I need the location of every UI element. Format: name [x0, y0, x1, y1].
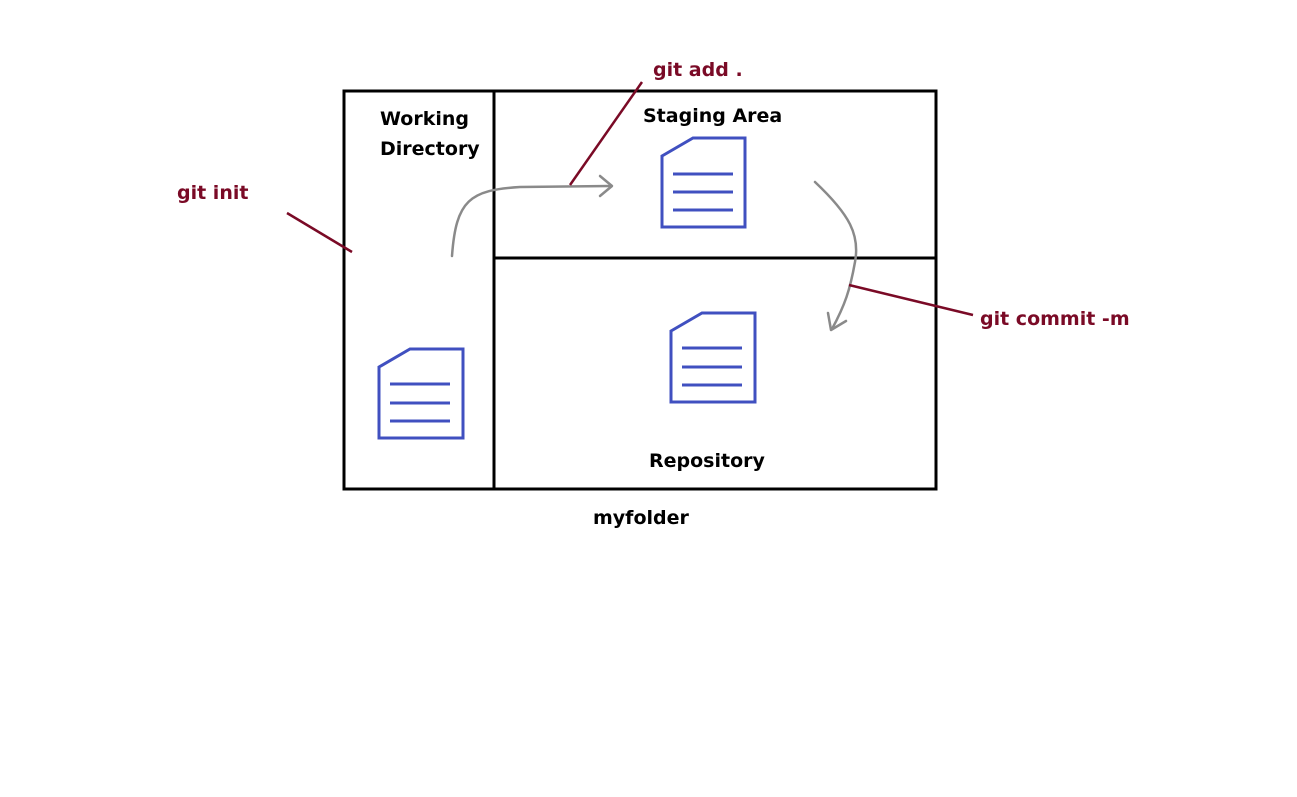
document-icon: [669, 311, 757, 404]
staging-area-label: Staging Area: [643, 105, 782, 127]
curved-arrow: [813, 180, 858, 332]
git-commit-pointer: [848, 283, 974, 317]
document-icon: [377, 347, 465, 440]
working-directory-label-line1: Working: [380, 108, 469, 130]
git-add-pointer: [568, 81, 644, 186]
document-icon: [660, 136, 747, 229]
git-add-command: git add .: [653, 59, 743, 81]
repository-label: Repository: [649, 450, 765, 472]
working-directory-label-line2: Directory: [380, 138, 480, 160]
git-init-command: git init: [177, 182, 248, 204]
git-commit-command: git commit -m: [980, 308, 1130, 330]
git-init-pointer: [286, 211, 353, 254]
curved-arrow: [450, 174, 614, 258]
folder-label: myfolder: [593, 507, 690, 529]
myfolder-box: [342, 89, 938, 491]
